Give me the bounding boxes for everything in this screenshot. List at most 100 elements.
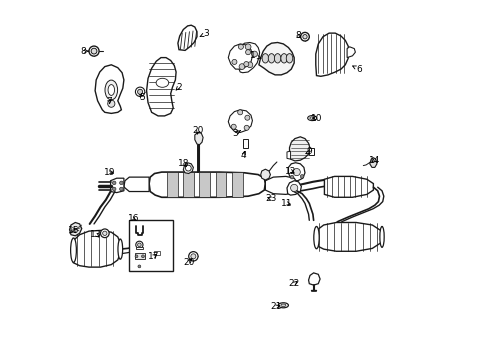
- Polygon shape: [286, 181, 301, 195]
- Polygon shape: [146, 58, 176, 116]
- Circle shape: [141, 255, 144, 258]
- Bar: [243, 139, 247, 148]
- Polygon shape: [260, 169, 270, 180]
- Circle shape: [244, 115, 249, 120]
- Text: 14: 14: [368, 156, 380, 165]
- Text: 7: 7: [106, 97, 112, 106]
- Text: 20: 20: [192, 126, 203, 135]
- Circle shape: [112, 187, 116, 191]
- Ellipse shape: [307, 116, 316, 121]
- Polygon shape: [178, 25, 197, 50]
- Text: 20: 20: [183, 258, 194, 266]
- Circle shape: [102, 231, 107, 235]
- Circle shape: [292, 168, 300, 176]
- Circle shape: [137, 243, 141, 247]
- Text: 6: 6: [352, 65, 361, 74]
- Polygon shape: [110, 178, 123, 193]
- Polygon shape: [258, 42, 294, 75]
- Ellipse shape: [309, 117, 314, 119]
- Ellipse shape: [274, 54, 280, 63]
- Polygon shape: [346, 47, 355, 58]
- Circle shape: [138, 265, 141, 268]
- Circle shape: [289, 175, 293, 179]
- Polygon shape: [134, 253, 145, 259]
- Polygon shape: [289, 137, 309, 161]
- Text: 19: 19: [103, 167, 115, 176]
- Polygon shape: [123, 177, 149, 192]
- Ellipse shape: [268, 54, 274, 63]
- Text: 8: 8: [294, 31, 300, 40]
- Circle shape: [107, 100, 115, 107]
- Polygon shape: [183, 172, 194, 197]
- Ellipse shape: [118, 239, 122, 259]
- Circle shape: [246, 62, 252, 68]
- Circle shape: [135, 255, 138, 258]
- Text: 22: 22: [288, 279, 299, 288]
- Circle shape: [188, 252, 198, 261]
- Text: 8: 8: [80, 46, 89, 55]
- Polygon shape: [231, 172, 242, 197]
- Circle shape: [153, 248, 162, 257]
- Bar: [154, 251, 160, 255]
- Polygon shape: [199, 172, 210, 197]
- Text: 15: 15: [68, 226, 79, 235]
- Ellipse shape: [262, 54, 268, 63]
- Circle shape: [101, 229, 109, 238]
- Circle shape: [244, 44, 250, 50]
- Ellipse shape: [313, 226, 319, 249]
- Bar: [136, 247, 142, 249]
- Ellipse shape: [280, 54, 287, 63]
- Text: 11: 11: [281, 199, 292, 208]
- Ellipse shape: [108, 85, 114, 95]
- Circle shape: [120, 187, 123, 191]
- Circle shape: [120, 181, 123, 185]
- Circle shape: [185, 165, 191, 171]
- Circle shape: [238, 44, 243, 49]
- Text: 3: 3: [231, 129, 240, 138]
- Circle shape: [251, 51, 257, 57]
- Circle shape: [89, 46, 99, 56]
- Polygon shape: [315, 33, 348, 76]
- Polygon shape: [369, 158, 376, 167]
- Circle shape: [244, 62, 248, 67]
- Polygon shape: [194, 132, 203, 145]
- Ellipse shape: [280, 304, 285, 306]
- Text: 2: 2: [176, 83, 182, 91]
- Circle shape: [300, 32, 309, 41]
- Circle shape: [302, 35, 306, 39]
- Circle shape: [245, 50, 250, 55]
- Polygon shape: [288, 163, 305, 181]
- Text: 10: 10: [310, 113, 322, 122]
- Circle shape: [244, 125, 249, 130]
- Ellipse shape: [156, 78, 168, 87]
- Circle shape: [155, 251, 159, 255]
- Circle shape: [112, 181, 116, 185]
- Polygon shape: [286, 151, 290, 159]
- Polygon shape: [228, 110, 252, 132]
- Circle shape: [231, 59, 237, 64]
- Polygon shape: [316, 222, 381, 251]
- Ellipse shape: [105, 80, 117, 100]
- Polygon shape: [149, 172, 265, 197]
- Text: 5: 5: [139, 93, 144, 102]
- Circle shape: [190, 254, 196, 259]
- Circle shape: [239, 64, 244, 69]
- Text: 16: 16: [127, 214, 139, 223]
- Polygon shape: [309, 148, 313, 155]
- Text: 4: 4: [240, 151, 246, 160]
- Text: 1: 1: [249, 51, 261, 60]
- Circle shape: [237, 110, 242, 115]
- Text: 9: 9: [305, 148, 311, 156]
- Circle shape: [91, 48, 97, 54]
- Polygon shape: [228, 44, 252, 69]
- Circle shape: [135, 87, 144, 96]
- Text: 18: 18: [178, 159, 189, 168]
- Text: 12: 12: [285, 166, 296, 175]
- Polygon shape: [265, 176, 296, 194]
- Ellipse shape: [379, 226, 384, 247]
- Ellipse shape: [278, 303, 288, 308]
- Polygon shape: [69, 222, 81, 236]
- Text: 13: 13: [90, 230, 102, 239]
- Text: 3: 3: [200, 29, 208, 38]
- Bar: [128, 220, 172, 271]
